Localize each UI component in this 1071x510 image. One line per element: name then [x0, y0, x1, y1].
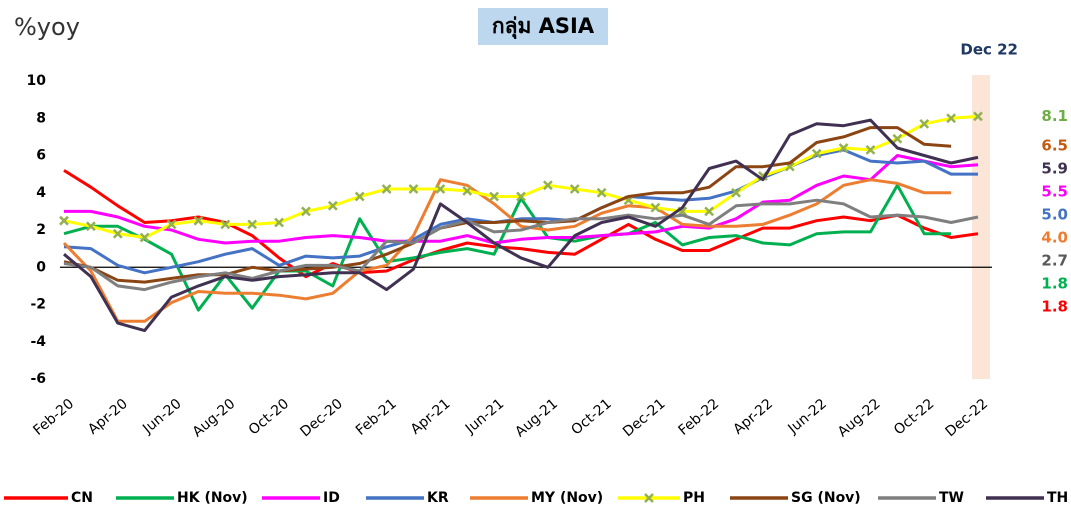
x-tick-label: Aug-22	[835, 396, 884, 441]
y-tick-label: 2	[36, 222, 46, 238]
point-marker	[301, 206, 311, 217]
series-line	[64, 154, 979, 245]
legend-label: HK (Nov)	[177, 490, 248, 506]
series-line	[63, 118, 979, 333]
point-marker	[274, 217, 284, 228]
x-tick-label: Dec-22	[943, 396, 992, 440]
series-line	[63, 169, 979, 279]
point-marker	[139, 232, 150, 243]
x-tick-label: Feb-22	[676, 396, 723, 439]
x-tick-label: Oct-21	[568, 396, 614, 439]
legend-label: CN	[71, 490, 93, 506]
x-tick-label: Oct-22	[891, 396, 937, 439]
legend-label: KR	[427, 490, 449, 506]
point-marker	[85, 221, 96, 232]
title-box	[478, 8, 608, 45]
legend-label: TW	[939, 490, 964, 506]
x-tick-label: Jun-20	[139, 396, 184, 438]
y-tick-label: 6	[36, 148, 46, 164]
y-tick-label: -6	[30, 371, 46, 387]
end-value-label: 6.5	[1041, 137, 1068, 155]
chart-title: กลุ่ม ASIA	[492, 14, 595, 40]
x-tick-label: Feb-20	[30, 396, 77, 439]
highlight-band	[972, 75, 990, 379]
point-marker	[542, 180, 553, 191]
end-value-label: 1.8	[1041, 298, 1068, 316]
series-line	[63, 198, 979, 292]
point-marker	[462, 186, 473, 196]
point-marker	[59, 215, 69, 226]
end-value-label: 5.0	[1041, 206, 1068, 224]
point-marker	[973, 111, 983, 122]
x-tick-label: Jun-22	[785, 396, 830, 438]
point-marker	[892, 133, 903, 144]
y-tick-label: 8	[36, 110, 46, 126]
y-axis-label: %yoy	[14, 13, 80, 41]
point-marker	[327, 200, 338, 211]
legend-label: ID	[323, 490, 340, 506]
point-marker	[408, 184, 419, 194]
point-marker	[435, 184, 446, 194]
end-value-label: 5.9	[1041, 160, 1068, 178]
end-value-label: 2.7	[1041, 252, 1068, 270]
point-marker	[704, 206, 715, 217]
legend-label: MY (Nov)	[531, 490, 603, 506]
point-marker	[865, 145, 876, 155]
point-marker	[650, 202, 661, 213]
x-tick-label: Dec-21	[620, 396, 669, 440]
series-line	[62, 178, 952, 323]
y-tick-label: 10	[27, 73, 47, 89]
x-tick-label: Dec-20	[297, 396, 346, 440]
x-tick-label: Oct-20	[246, 396, 292, 439]
legend-label: PH	[683, 490, 705, 506]
legend-marker	[644, 493, 654, 503]
x-tick-label: Apr-20	[85, 396, 131, 438]
point-marker	[596, 187, 607, 198]
end-value-label: 1.8	[1041, 275, 1068, 293]
end-value-label: 4.0	[1041, 229, 1068, 247]
point-marker	[220, 219, 231, 230]
legend-label: TH	[1047, 490, 1068, 506]
point-marker	[516, 191, 526, 202]
point-marker	[919, 118, 930, 129]
point-marker	[166, 219, 177, 230]
end-value-label: 8.1	[1041, 107, 1068, 125]
point-marker	[193, 215, 204, 226]
point-marker	[112, 228, 123, 239]
y-tick-label: 4	[36, 185, 46, 201]
y-tick-label: 0	[36, 259, 46, 275]
x-tick-label: Apr-21	[408, 396, 454, 438]
x-tick-label: Apr-22	[730, 396, 776, 438]
point-marker	[811, 148, 822, 159]
point-marker	[381, 184, 392, 194]
end-value-label: 5.5	[1041, 183, 1068, 201]
x-tick-label: Aug-21	[512, 396, 561, 441]
point-marker	[838, 143, 849, 153]
y-tick-label: -2	[30, 297, 46, 313]
point-marker	[247, 219, 258, 230]
y-tick-label: -4	[30, 334, 46, 350]
x-tick-label: Feb-21	[353, 396, 400, 439]
x-tick-label: Aug-20	[190, 396, 239, 441]
point-marker	[354, 191, 365, 202]
x-tick-label: Jun-21	[462, 396, 507, 438]
series-line	[63, 148, 978, 275]
point-marker	[731, 187, 741, 198]
point-marker	[489, 191, 500, 202]
point-marker	[569, 184, 580, 194]
legend-label: SG (Nov)	[791, 490, 861, 506]
point-marker	[946, 113, 957, 124]
annotation: Dec 22	[960, 41, 1018, 59]
